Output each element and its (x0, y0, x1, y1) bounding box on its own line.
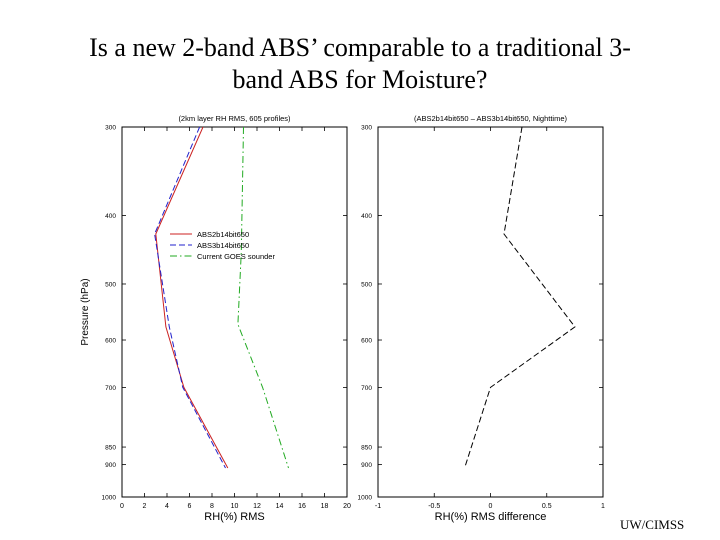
x-tick-label: 14 (276, 503, 284, 510)
series-line-1-3 (237, 126, 289, 469)
x-axis-label-1: RH(%) RMS (204, 511, 265, 523)
x-axis-label-2: RH(%) RMS difference (435, 511, 547, 523)
y-tick-label: 700 (361, 385, 372, 392)
series-line-1-2 (154, 126, 226, 469)
x-tick-label: 8 (210, 503, 214, 510)
chart-title-1: (2km layer RH RMS, 605 profiles) (178, 114, 291, 123)
x-tick-label: 0 (120, 503, 124, 510)
plot-frame-2 (377, 126, 604, 498)
x-tick-label: 0.5 (542, 503, 552, 510)
y-tick-label: 600 (105, 338, 116, 345)
x-tick-label: 1 (601, 503, 605, 510)
series-line-2-1 (464, 126, 576, 469)
x-tick-label: 18 (321, 503, 329, 510)
y-tick-label: 400 (105, 213, 116, 220)
legend-label: Current GOES sounder (197, 252, 275, 261)
y-tick-label: 300 (361, 125, 372, 132)
x-tick-label: 2 (143, 503, 147, 510)
plot-frame-1 (121, 126, 348, 498)
chart-title-2: (ABS2b14bit650 – ABS3b14bit650, Nighttim… (414, 114, 568, 123)
slide-title: Is a new 2-band ABS’ comparable to a tra… (40, 32, 680, 96)
y-tick-label: 700 (105, 385, 116, 392)
x-tick-label: 10 (231, 503, 239, 510)
x-tick-label: 12 (253, 503, 261, 510)
y-tick-label: 400 (361, 213, 372, 220)
y-tick-label: 300 (105, 125, 116, 132)
y-tick-label: 900 (105, 462, 116, 469)
x-tick-label: -0.5 (428, 503, 440, 510)
x-tick-label: 6 (188, 503, 192, 510)
x-tick-label: 16 (298, 503, 306, 510)
y-tick-label: 500 (105, 281, 116, 288)
legend-label: ABS3b14bit650 (197, 241, 249, 250)
slide-title-line-2: band ABS for Moisture? (232, 65, 488, 94)
y-tick-label: 600 (361, 338, 372, 345)
slide-title-line-1: Is a new 2-band ABS’ comparable to a tra… (89, 33, 631, 62)
y-tick-label: 500 (361, 281, 372, 288)
y-tick-label: 850 (105, 445, 116, 452)
y-tick-label: 1000 (102, 495, 117, 502)
series-line-1-1 (155, 126, 229, 469)
x-tick-label: 4 (165, 503, 169, 510)
y-tick-label: 900 (361, 462, 372, 469)
legend-label: ABS2b14bit650 (197, 230, 249, 239)
x-tick-label: 20 (343, 503, 351, 510)
y-axis-label-1: Pressure (hPa) (80, 278, 91, 345)
y-tick-label: 850 (361, 445, 372, 452)
x-tick-label: 0 (489, 503, 493, 510)
x-tick-label: -1 (375, 503, 381, 510)
y-tick-label: 1000 (358, 495, 373, 502)
credit-label: UW/CIMSS (620, 517, 685, 532)
